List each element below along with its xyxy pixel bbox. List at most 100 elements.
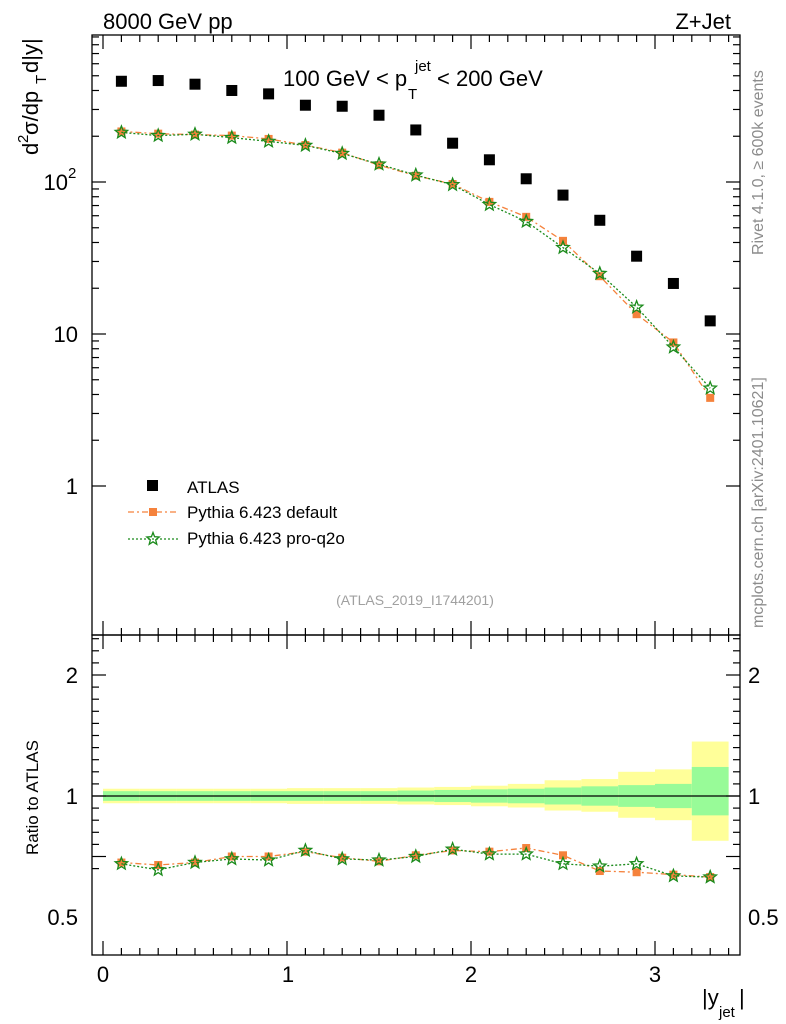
atlas-point-5 xyxy=(299,99,311,111)
atlas-point-9 xyxy=(447,137,459,149)
proq2o-main-line xyxy=(121,131,711,389)
proq2o-main-point-5 xyxy=(297,137,314,153)
proq2o-ratio-point-5 xyxy=(297,842,314,858)
xtick-label-3: 3 xyxy=(649,962,661,987)
ratio-marks xyxy=(113,840,719,884)
proq2o-ratio-point-0 xyxy=(113,855,130,871)
default-ratio-point-9 xyxy=(448,846,457,855)
title-suffix: < 200 GeV xyxy=(437,66,543,91)
title-sub: T xyxy=(408,86,417,103)
header-right: Z+Jet xyxy=(675,9,731,34)
default-ratio-point-5 xyxy=(301,847,310,856)
proq2o-main-point-0 xyxy=(113,124,130,140)
proq2o-main-point-10 xyxy=(481,196,498,212)
legend: ATLAS Pythia 6.423 default Pythia 6.423 … xyxy=(128,478,345,548)
main-ylabel: d 2 σ/dp T d|y| xyxy=(15,38,50,155)
legend-label-proq2o: Pythia 6.423 pro-q2o xyxy=(187,529,345,548)
proq2o-ratio-point-14 xyxy=(628,855,645,871)
data-marks xyxy=(113,75,719,884)
mcplots-label: mcplots.cern.ch [arXiv:2401.10621] xyxy=(750,377,767,628)
default-ratio-point-14 xyxy=(632,868,641,877)
ytick-label-1: 1 xyxy=(66,474,78,499)
default-ratio-point-2 xyxy=(191,858,199,867)
proq2o-ratio-point-13 xyxy=(591,857,608,873)
default-main-point-16 xyxy=(706,393,715,402)
proq2o-ratio-point-15 xyxy=(665,867,682,883)
header-left: 8000 GeV pp xyxy=(103,9,233,34)
main-title: 100 GeV < p T jet < 200 GeV xyxy=(283,58,543,103)
proq2o-ratio-point-6 xyxy=(334,850,351,866)
xlabel-close: | xyxy=(739,985,745,1010)
legend-label-atlas: ATLAS xyxy=(187,478,240,497)
atlas-point-1 xyxy=(152,75,164,87)
atlas-point-4 xyxy=(263,88,275,100)
ratio-ytick-1-left: 1 xyxy=(66,784,78,809)
default-ratio-point-10 xyxy=(485,847,494,856)
default-ratio-point-7 xyxy=(375,857,383,866)
ylabel-T: T xyxy=(33,75,50,84)
proq2o-main-point-2 xyxy=(187,125,203,142)
default-ratio-point-8 xyxy=(411,851,420,860)
proq2o-main-point-11 xyxy=(518,213,535,229)
xlabel: |y jet | xyxy=(702,985,745,1021)
default-main-point-4 xyxy=(264,134,273,143)
proq2o-ratio-point-9 xyxy=(444,840,461,856)
axis-ticks xyxy=(92,35,740,955)
ratio-ylabel: Ratio to ATLAS xyxy=(23,740,42,855)
xlabel-main: |y xyxy=(702,985,719,1010)
proq2o-main-point-3 xyxy=(223,129,240,145)
default-ratio-point-0 xyxy=(117,858,126,867)
proq2o-main-point-16 xyxy=(702,379,719,395)
proq2o-main-point-13 xyxy=(591,265,608,281)
default-main-point-9 xyxy=(448,180,457,189)
default-main-point-7 xyxy=(375,161,383,170)
rivet-label: Rivet 4.1.0, ≥ 600k events xyxy=(750,70,767,255)
ytick-label-100-base: 10 xyxy=(44,170,68,195)
atlas-point-10 xyxy=(483,154,495,166)
default-main-point-8 xyxy=(411,171,420,180)
default-ratio-point-4 xyxy=(264,852,273,861)
band-inner-16 xyxy=(691,766,729,816)
atlas-point-8 xyxy=(410,124,422,136)
proq2o-ratio-point-2 xyxy=(187,854,203,870)
ytick-label-100-exp: 2 xyxy=(68,165,76,182)
ratio-ytick-2-right: 2 xyxy=(748,663,760,688)
proq2o-ratio-point-11 xyxy=(518,845,535,861)
title-prefix: 100 GeV < p xyxy=(283,66,407,91)
default-ratio-point-13 xyxy=(595,867,604,876)
xtick-label-2: 2 xyxy=(465,962,477,987)
proq2o-main-point-8 xyxy=(407,166,424,182)
atlas-point-3 xyxy=(226,84,238,96)
proq2o-ratio-point-1 xyxy=(150,861,167,877)
proq2o-main-point-7 xyxy=(371,155,387,171)
proq2o-ratio-point-12 xyxy=(555,855,571,871)
atlas-point-15 xyxy=(667,277,679,289)
atlas-point-7 xyxy=(373,109,385,121)
atlas-point-0 xyxy=(115,75,127,87)
default-main-point-3 xyxy=(227,131,236,140)
proq2o-ratio-point-4 xyxy=(260,851,277,867)
proq2o-ratio-point-10 xyxy=(481,845,498,861)
default-main-point-10 xyxy=(485,197,494,206)
ratio-ytick-1-right: 1 xyxy=(748,784,760,809)
atlas-point-2 xyxy=(189,78,201,90)
xtick-label-0: 0 xyxy=(97,962,109,987)
proq2o-main-point-14 xyxy=(628,298,645,314)
proq2o-main-point-12 xyxy=(555,239,571,255)
ratio-ytick-0.5-left: 0.5 xyxy=(47,905,78,930)
analysis-id: (ATLAS_2019_I1744201) xyxy=(336,592,494,608)
proq2o-ratio-point-7 xyxy=(371,851,387,867)
ylabel-d: d xyxy=(18,143,43,155)
atlas-point-16 xyxy=(704,315,716,327)
default-main-point-15 xyxy=(669,338,678,347)
xlabel-sub: jet xyxy=(718,1004,736,1021)
atlas-point-14 xyxy=(631,250,643,262)
atlas-point-11 xyxy=(520,173,532,185)
default-main-point-1 xyxy=(154,129,163,138)
proq2o-ratio-point-16 xyxy=(702,868,719,884)
default-main-point-14 xyxy=(632,310,641,319)
proq2o-ratio-point-8 xyxy=(407,848,424,864)
proq2o-ratio-point-3 xyxy=(223,850,240,866)
legend-marker-atlas xyxy=(147,480,158,491)
ylabel-tail: d|y| xyxy=(18,38,43,73)
